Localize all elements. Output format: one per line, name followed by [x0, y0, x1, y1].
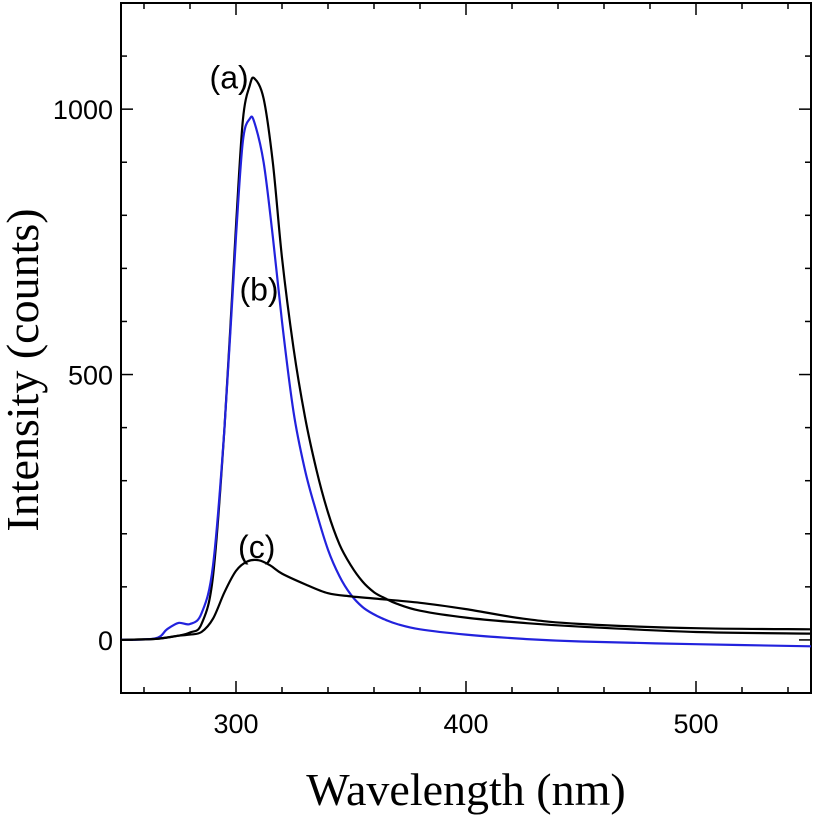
ticks-layer: 300 400 500 0 500 1000	[53, 2, 811, 739]
series-line-c	[120, 558, 812, 641]
series-line-b	[120, 115, 812, 648]
series-layer	[120, 76, 812, 648]
y-axis-title: Intensity (counts)	[0, 208, 48, 531]
series-line-a	[120, 76, 812, 641]
x-axis-title: Wavelength (nm)	[306, 764, 625, 815]
curve-label-a: (a)	[210, 59, 249, 95]
y-tick-label: 500	[68, 361, 113, 391]
annotations-layer: (a) (b) (c)	[210, 59, 279, 565]
x-tick-label: 400	[443, 709, 488, 739]
x-tick-label: 500	[673, 709, 718, 739]
y-tick-label: 0	[98, 626, 113, 656]
curve-label-b: (b)	[239, 272, 278, 308]
plot-border	[120, 2, 812, 694]
y-tick-label: 1000	[53, 95, 113, 125]
x-tick-label: 300	[213, 709, 258, 739]
plot-frame	[120, 2, 812, 694]
curve-label-c: (c)	[238, 529, 275, 565]
